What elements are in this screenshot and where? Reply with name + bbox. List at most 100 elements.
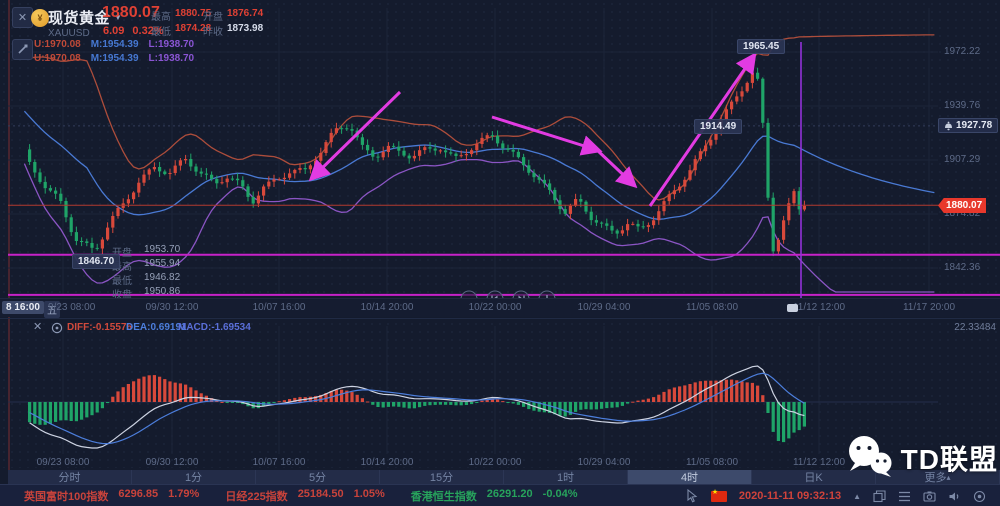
boll-mid-value: M:1954.39: [90, 39, 139, 50]
symbol-name: 现货黄金: [48, 10, 111, 27]
time-axis-label: 10/14 20:00: [360, 302, 414, 313]
low-price-label: 1846.70: [72, 254, 121, 269]
alert-price-value: 1927.78: [956, 120, 993, 131]
macd-time-axis-label: 10/29 04:00: [577, 457, 631, 468]
ticker-item: 日经225指数 25184.50 1.05%: [225, 488, 384, 504]
speaker-icon[interactable]: [948, 490, 961, 503]
stat-label: 最低: [151, 27, 171, 38]
macd-close-button[interactable]: ✕: [33, 321, 43, 333]
pencil-icon: [18, 44, 28, 54]
timeframe-tab-1分[interactable]: 1分: [132, 470, 256, 484]
ohlc-row: 收盘 1950.86: [112, 286, 180, 301]
ohlc-row: 最高 1955.94: [112, 258, 180, 273]
caret-up-icon[interactable]: ▲: [853, 491, 861, 501]
timeframe-tab-分时[interactable]: 分时: [8, 470, 132, 484]
ticker-percent: 1.05%: [353, 488, 385, 500]
symbol-selector[interactable]: 现货黄金 ▼: [48, 7, 122, 28]
caret-up-icon: ▴: [946, 472, 951, 482]
list-icon[interactable]: [898, 490, 911, 503]
time-axis-label: 10/29 04:00: [577, 302, 631, 313]
current-price-badge: 1880.07: [938, 198, 987, 213]
boll-legend-row: U:1970.08 M:1954.39 L:1938.70: [34, 39, 194, 51]
close-chart-button[interactable]: ✕: [12, 7, 33, 28]
price-axis-label: 1939.76: [944, 100, 981, 111]
macd-time-axis-label: 09/23 08:00: [36, 457, 90, 468]
macd-time-axis-label: 11/12 12:00: [792, 457, 846, 468]
ticker-name: 日经225指数: [225, 491, 288, 503]
wechat-icon: [848, 436, 892, 477]
price-axis-label: 1842.36: [944, 261, 981, 273]
draw-tool-button[interactable]: [12, 39, 33, 60]
status-right-cluster: 2020-11-11 09:32:13 ▲: [685, 488, 1000, 503]
main-candlestick-chart[interactable]: [0, 0, 1000, 316]
ohlc-label: 开盘: [112, 248, 132, 259]
ticker-percent: 1.79%: [168, 488, 200, 500]
timeframe-tab-4时[interactable]: 4时: [628, 470, 752, 484]
ticker-item: 英国富时100指数 6296.85 1.79%: [24, 488, 199, 504]
timeframe-tab-日K[interactable]: 日K: [752, 470, 876, 484]
windows-icon[interactable]: [873, 489, 886, 503]
timeframe-tab-1时[interactable]: 1时: [504, 470, 628, 484]
pullback-price-label: 1914.49: [694, 119, 743, 134]
stat-label: 开盘: [203, 12, 223, 23]
stat-value: 1874.28: [175, 23, 212, 34]
ticker-item: 香港恒生指数 26291.20 -0.04%: [411, 488, 578, 504]
stat-开盘: 开盘 1876.74: [203, 8, 263, 23]
ohlc-label: 最高: [112, 262, 132, 273]
macd-diff-value: DIFF:-0.15576: [67, 322, 133, 333]
timeframe-tab-15分[interactable]: 15分: [380, 470, 504, 484]
crosshair-time-label: 8 16:00: [2, 301, 44, 314]
macd-indicator-pane[interactable]: [0, 318, 1000, 456]
crosshair-day-label: 五: [44, 301, 60, 318]
ohlc-label: 收盘: [112, 290, 132, 301]
bell-icon: [945, 121, 952, 130]
macd-time-axis-label: 10/14 20:00: [360, 457, 414, 468]
cn-flag-icon: [710, 488, 727, 502]
record-icon[interactable]: [973, 490, 986, 503]
ohlc-value: 1946.82: [144, 272, 181, 283]
stat-value: 1876.74: [227, 8, 264, 19]
ohlc-label: 最低: [112, 276, 132, 287]
latest-bar-marker-icon: [787, 304, 798, 312]
ohlc-row: 最低 1946.82: [112, 272, 180, 287]
price-axis-label: 1874.82: [944, 207, 981, 219]
ticker-value: 25184.50: [297, 488, 344, 500]
boll-upper-value: U:1970.08: [34, 39, 81, 50]
ticker-percent: -0.04%: [542, 488, 578, 500]
peak-price-label: 1965.45: [737, 39, 786, 54]
boll-mid-value: M:1954.39: [90, 53, 139, 64]
crosshair-vline: [8, 0, 10, 483]
price-change: 6.09 0.32%: [103, 25, 164, 38]
price-axis-label: 1972.22: [944, 46, 981, 58]
macd-settings-icon[interactable]: [51, 322, 63, 334]
macd-time-axis-label: 09/30 12:00: [145, 457, 199, 468]
timeframe-tab-更多[interactable]: 更多 ▴: [876, 470, 1000, 484]
stat-昨收: 昨收 1873.98: [203, 23, 263, 38]
ohlc-row: 开盘 1953.70: [112, 244, 180, 259]
boll-lower-value: L:1938.70: [148, 39, 195, 50]
timeframe-tab-5分[interactable]: 5分: [256, 470, 380, 484]
ohlc-value: 1953.70: [144, 244, 181, 255]
macd-time-axis-label: 10/22 00:00: [468, 457, 522, 468]
watermark: TD联盟: [845, 434, 998, 482]
price-alert-badge[interactable]: 1927.78: [938, 118, 999, 133]
stat-value: 1873.98: [227, 23, 264, 34]
time-axis-label: 11/05 08:00: [685, 302, 739, 313]
stat-label: 最高: [151, 12, 171, 23]
last-price: 1880.07: [102, 4, 160, 21]
stat-最低: 最低 1874.28: [151, 23, 211, 38]
stat-最高: 最高 1880.75: [151, 8, 211, 23]
price-axis-label: 1907.29: [944, 154, 981, 165]
camera-icon[interactable]: [923, 490, 936, 503]
change-percent: 0.32%: [132, 25, 164, 37]
gold-coin-icon: ¥: [31, 9, 49, 27]
chevron-down-icon: ▼: [114, 13, 122, 22]
time-axis-label: 10/22 00:00: [468, 302, 522, 313]
pointer-icon[interactable]: [685, 489, 699, 503]
index-ticker: 英国富时100指数 6296.85 1.79% 日经225指数 25184.50 1.05…: [0, 488, 578, 504]
time-axis-label: 11/12 12:00: [792, 302, 846, 313]
ticker-name: 香港恒生指数: [410, 491, 477, 503]
change-value: 6.09: [103, 25, 125, 37]
ticker-value: 26291.20: [486, 488, 533, 500]
